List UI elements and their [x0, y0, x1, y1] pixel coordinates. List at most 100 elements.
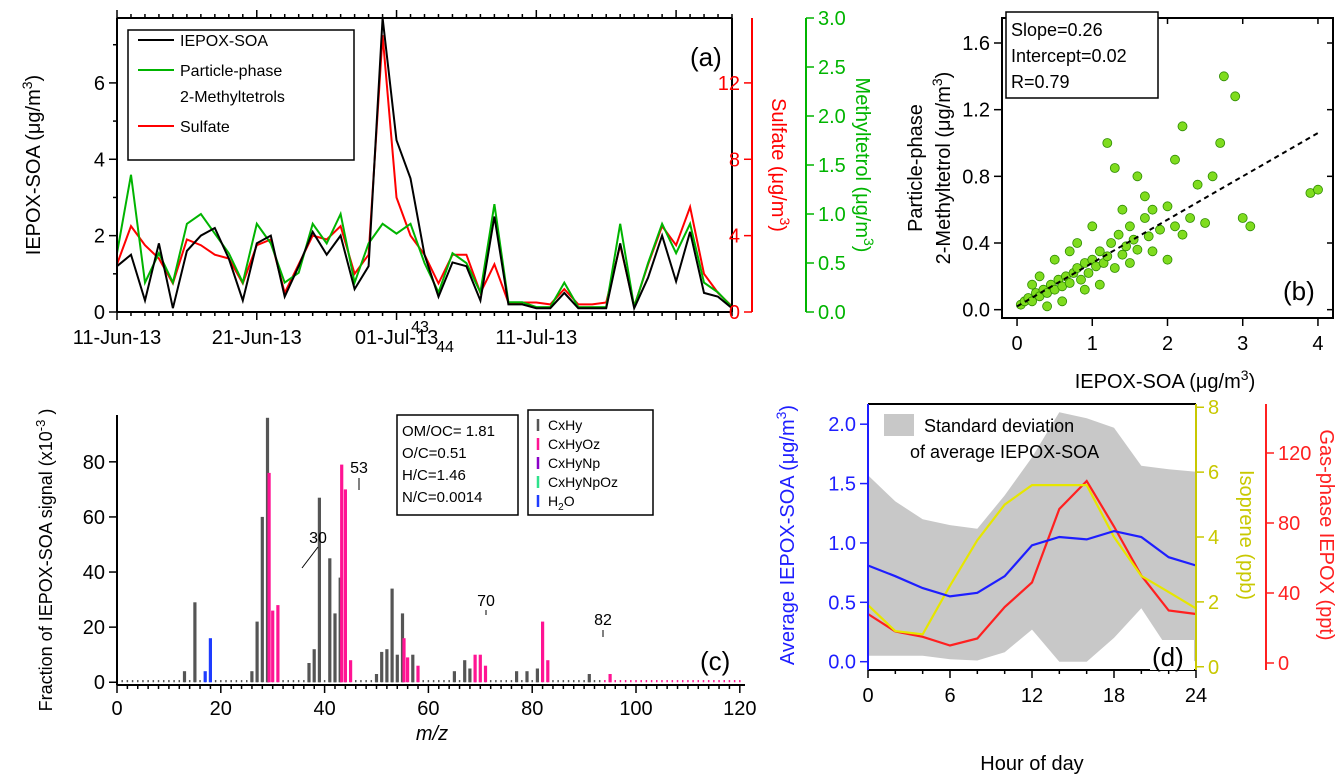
x-tick-label: 80 — [521, 698, 543, 720]
y-tick-label-iepox: 120 — [1278, 443, 1311, 465]
scatter-point — [1076, 274, 1086, 285]
x-tick-label: 0 — [111, 698, 122, 720]
y-tick-label-iepox: 0 — [1278, 653, 1289, 675]
peak-label: 43 — [411, 319, 429, 336]
panel-label: (b) — [1283, 276, 1315, 306]
scatter-point — [1125, 221, 1135, 232]
mz-bar — [535, 668, 539, 683]
panel-c: 0 20 40 60 80 100 120 0 20 40 60 80 m/z Fraction of I… — [33, 319, 756, 745]
y-tick-label-methyltetrol: 0.5 — [818, 253, 846, 275]
mz-bar — [374, 674, 379, 683]
y-tick-label-isoprene: 6 — [1208, 462, 1219, 484]
scatter-point — [1102, 138, 1113, 148]
scatter-point — [1162, 201, 1173, 212]
panel-b: 0 1 2 3 4 0.0 0.4 0.8 1.2 1.6 IEPOX-SOA (μg/m3) Par… — [905, 11, 1334, 393]
x-tick-label: 40 — [313, 698, 335, 720]
scatter-point — [1170, 221, 1180, 232]
mz-bar — [483, 665, 488, 683]
annotation-text: N/C=0.0014 — [402, 489, 482, 506]
x-tick-label: 120 — [723, 698, 756, 720]
y-tick-label-isoprene: 4 — [1208, 527, 1219, 549]
y-tick-label-sulfate: 4 — [729, 226, 740, 248]
y-axis-label-methyltetrol: Methyltetrol (μg/m3) — [851, 78, 877, 253]
y-tick-label-methyltetrol: 1.0 — [818, 204, 846, 226]
legend-label: CxHyOz — [548, 436, 600, 452]
y-tick-label-sulfate: 8 — [729, 149, 740, 171]
mz-bar — [349, 660, 353, 683]
mz-bar — [312, 649, 316, 683]
scatter-point — [1125, 258, 1135, 268]
legend-label: H2O — [548, 493, 575, 513]
annotation-box — [1005, 11, 1159, 99]
y-tick-label: 60 — [83, 507, 105, 529]
mz-bar — [416, 665, 420, 683]
y-tick-label: 40 — [83, 562, 105, 584]
x-tick-label: 4 — [1312, 333, 1323, 355]
panel-label-bg — [1150, 640, 1194, 670]
mz-bar — [267, 472, 271, 683]
y-axis-label-sulfate: Sulfate (μg/m3) — [767, 98, 793, 232]
legend-label: of average IEPOX-SOA — [910, 442, 1099, 462]
scatter-point — [1230, 91, 1241, 102]
mz-bar — [587, 674, 591, 683]
annotation-text: Intercept=0.02 — [1011, 46, 1127, 66]
x-tick-label: 0 — [862, 685, 873, 707]
mz-bar — [333, 613, 337, 683]
y-tick-label: 0.0 — [962, 300, 990, 322]
legend-label: CxHyNpOz — [548, 474, 618, 490]
mz-bar — [468, 668, 472, 683]
panel-label: (a) — [690, 42, 722, 72]
y-tick-label-left: 1.0 — [828, 533, 856, 555]
x-tick-label: 2 — [1162, 333, 1173, 355]
y-tick-label: 0 — [94, 672, 105, 694]
scatter-point — [1155, 224, 1165, 235]
mz-bar — [260, 516, 264, 683]
scatter-point — [1192, 179, 1203, 190]
scatter-point — [1132, 244, 1143, 255]
mz-bar — [328, 558, 332, 683]
y-tick-label: 0 — [94, 302, 105, 324]
scatter-point — [1064, 278, 1075, 288]
scatter-point — [1106, 238, 1116, 248]
scatter-point — [1132, 171, 1143, 182]
annotation-text: O/C=0.51 — [402, 445, 467, 462]
scatter-point — [1140, 191, 1150, 202]
mz-bar — [276, 605, 280, 683]
peak-label: 53 — [350, 460, 368, 477]
mz-bar — [208, 638, 212, 683]
mz-bar — [271, 610, 275, 683]
mz-bar — [250, 671, 254, 683]
y-tick-label-iepox: 40 — [1278, 583, 1300, 605]
x-tick-label: 24 — [1185, 685, 1207, 707]
x-tick-label: 60 — [417, 698, 439, 720]
y-tick-label-methyltetrol: 0.0 — [818, 302, 846, 324]
x-tick-label: 18 — [1103, 685, 1125, 707]
scatter-point — [1079, 284, 1090, 295]
scatter-point — [1185, 213, 1195, 223]
y-tick-label: 1.2 — [962, 100, 990, 122]
y-tick-label-isoprene: 2 — [1208, 592, 1219, 614]
mz-bar — [525, 671, 529, 683]
legend-label: CxHyNp — [548, 455, 600, 471]
y-tick-label: 2 — [94, 226, 105, 248]
legend-box — [527, 409, 654, 516]
scatter-point — [1219, 71, 1229, 82]
scatter-point — [1109, 163, 1120, 173]
y-tick-label: 0.4 — [962, 233, 990, 255]
y-tick-label-isoprene: 8 — [1208, 397, 1219, 419]
series-line-iepox-soa — [116, 17, 733, 312]
x-axis-label: Hour of day — [980, 753, 1083, 775]
mz-bar — [380, 651, 384, 683]
peak-label: 70 — [477, 593, 495, 610]
scatter-point — [1057, 296, 1068, 307]
mz-bar — [463, 660, 467, 683]
annotation-text: OM/OC= 1.81 — [402, 423, 495, 440]
mz-bar — [478, 654, 482, 683]
x-tick-label: 1 — [1087, 333, 1098, 355]
x-tick-label: 100 — [619, 698, 652, 720]
annotation-text: H/C=1.46 — [402, 467, 466, 484]
series-line-isoprene — [867, 484, 1197, 636]
scatter-point — [1170, 154, 1180, 165]
